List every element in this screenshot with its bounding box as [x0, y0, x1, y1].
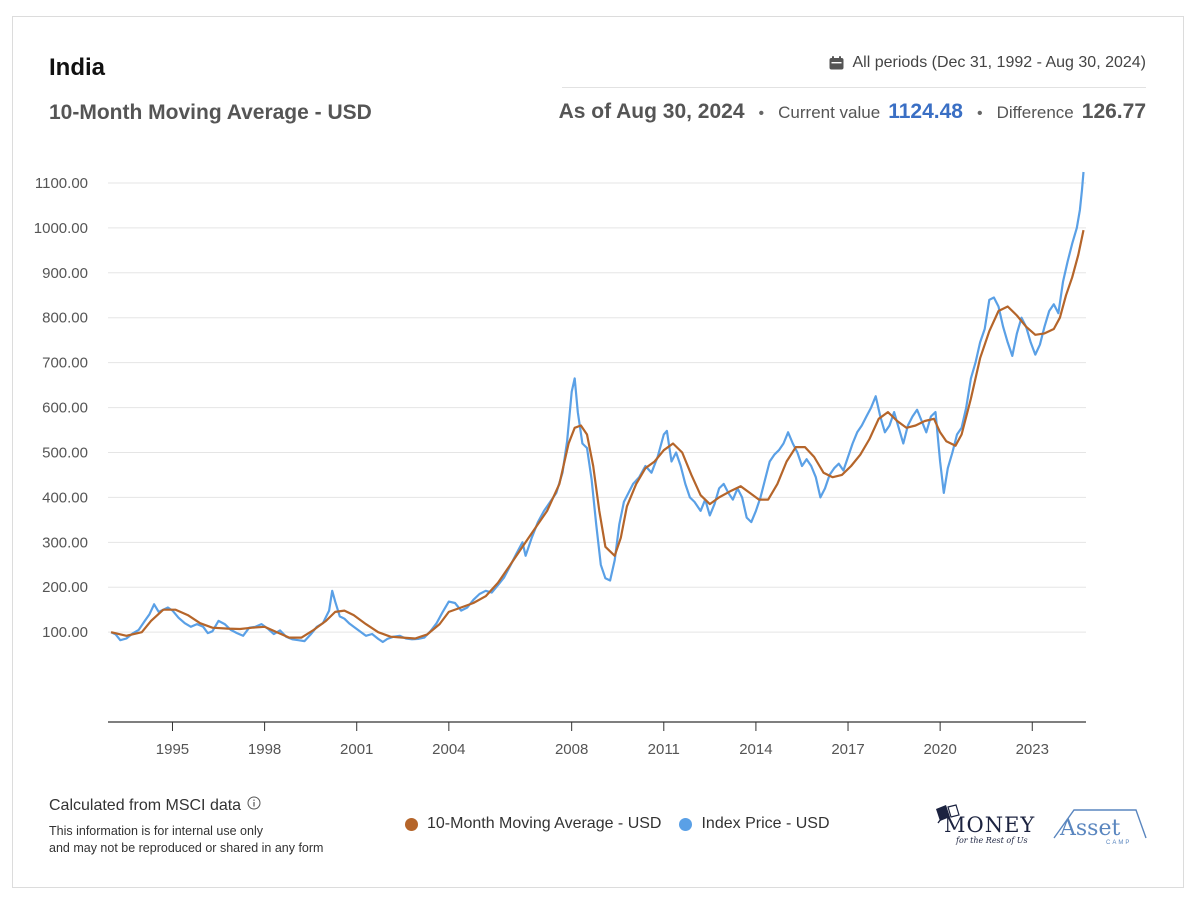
calc-text: Calculated from MSCI data [49, 796, 242, 814]
separator-dot: • [758, 105, 765, 122]
y-tick-label: 700.00 [42, 355, 88, 372]
asset-logo-text: Asset [1060, 816, 1121, 841]
y-axis-ticks: 100.00 200.00 300.00 400.00 500.00 600.00 700.… [34, 175, 88, 641]
x-axis: 1995 1998 2001 2004 2008 2011 2014 2017 2020 2023 [108, 721, 1086, 758]
period-selector[interactable]: All periods (Dec 31, 1992 - Aug 30, 2024… [829, 54, 1146, 72]
y-tick-label: 1100.00 [35, 175, 88, 192]
calendar-icon [829, 56, 844, 70]
x-tick-label: 1995 [156, 741, 189, 758]
x-tick-label: 2017 [831, 741, 864, 758]
note-line-2: and may not be reproduced or shared in a… [49, 841, 324, 855]
chart-legend: 10-Month Moving Average - USD Index Pric… [405, 815, 830, 833]
legend-label-price: Index Price - USD [701, 815, 830, 832]
as-of-date: As of Aug 30, 2024 [558, 100, 745, 123]
y-tick-label: 1000.00 [34, 220, 88, 237]
y-tick-label: 200.00 [42, 579, 88, 596]
data-source-note: Calculated from MSCI data This informati… [49, 796, 323, 857]
x-tick-label: 2023 [1016, 741, 1049, 758]
difference-label: Difference [996, 103, 1074, 122]
x-tick-label: 2001 [340, 741, 373, 758]
legend-item-ma[interactable]: 10-Month Moving Average - USD [405, 815, 661, 833]
legend-swatch-price [679, 817, 693, 831]
series-line-index-price[interactable] [110, 171, 1085, 644]
money-logo: MONEY for the Rest of Us [934, 803, 1034, 847]
info-icon[interactable] [247, 796, 261, 815]
legend-item-price[interactable]: Index Price - USD [679, 815, 830, 833]
money-logo-text: MONEY [944, 813, 1036, 837]
difference-value: 126.77 [1081, 100, 1146, 123]
summary-row: As of Aug 30, 2024 • Current value 1124.… [559, 100, 1146, 124]
y-tick-label: 900.00 [42, 265, 88, 282]
x-tick-label: 1998 [248, 741, 281, 758]
x-tick-label: 2020 [923, 741, 956, 758]
money-logo-tagline: for the Rest of Us [956, 836, 1028, 845]
grid-lines [108, 182, 1086, 633]
x-tick-label: 2004 [432, 741, 465, 758]
current-value: 1124.48 [888, 100, 963, 123]
y-tick-label: 300.00 [42, 534, 88, 551]
asset-logo-sub: CAMP [1106, 840, 1132, 846]
page-title: India [49, 54, 106, 81]
separator-dot: • [976, 105, 983, 122]
series-line-moving-average[interactable] [110, 229, 1085, 640]
period-label: All periods (Dec 31, 1992 - Aug 30, 2024… [852, 54, 1146, 71]
y-tick-label: 800.00 [42, 310, 88, 327]
y-tick-label: 600.00 [42, 400, 88, 417]
x-tick-label: 2008 [555, 741, 588, 758]
y-tick-label: 500.00 [42, 444, 88, 461]
note-line-1: This information is for internal use onl… [49, 824, 263, 838]
legend-label-ma: 10-Month Moving Average - USD [427, 815, 662, 832]
x-tick-label: 2014 [739, 741, 772, 758]
y-tick-label: 400.00 [42, 489, 88, 506]
chart-subtitle: 10-Month Moving Average - USD [49, 101, 372, 124]
asset-camp-logo: Asset CAMP [1050, 806, 1150, 848]
book-icon [936, 804, 960, 824]
y-tick-label: 100.00 [42, 624, 88, 641]
header-divider [562, 87, 1146, 88]
legend-swatch-ma [405, 817, 418, 831]
x-tick-label: 2011 [648, 741, 680, 758]
series-group [110, 171, 1085, 644]
current-value-label: Current value [778, 103, 881, 122]
